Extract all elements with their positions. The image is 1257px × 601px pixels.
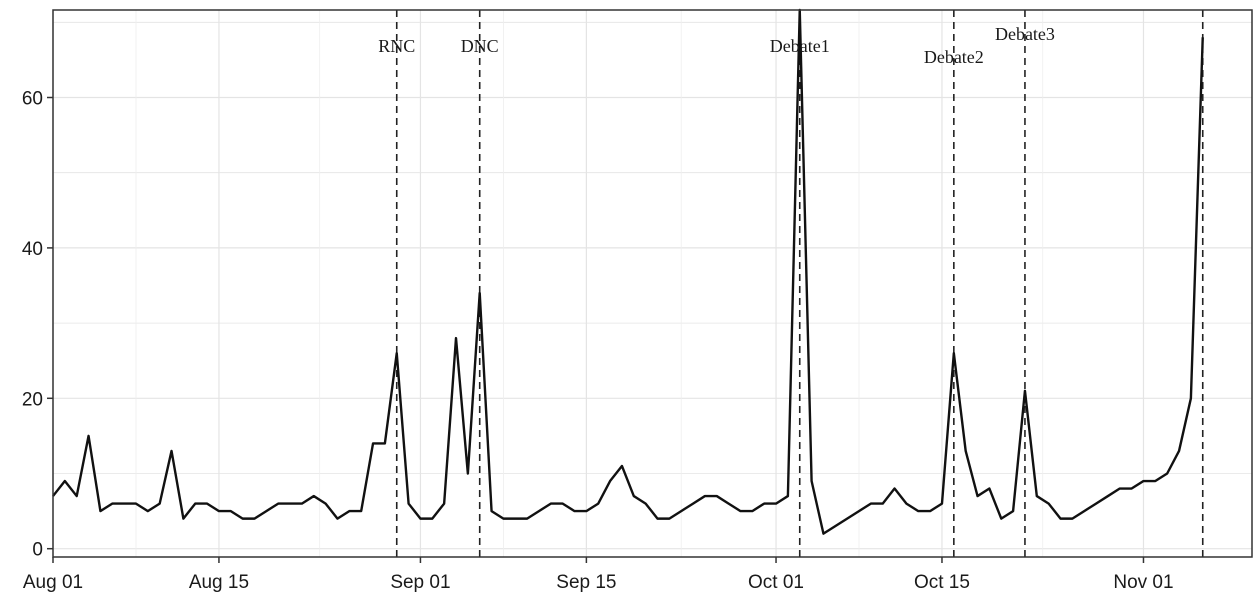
grid	[52, 10, 1252, 557]
event-label: Debate3	[995, 24, 1055, 44]
y-tick-label: 40	[22, 239, 43, 260]
x-tick-label: Aug 01	[23, 572, 83, 593]
x-tick-label: Sep 15	[556, 572, 616, 593]
axes: 0 20 40 60 Aug 01 Aug 15 Sep 01 Sep 15 Oct 01 Oct…	[22, 89, 1174, 594]
series-line	[52, 8, 1204, 535]
event-labels: RNC DNC Debate1 Debate2 Debate3	[378, 24, 1055, 67]
x-tick-label: Nov 01	[1113, 572, 1173, 593]
x-tick-label: Oct 01	[748, 572, 804, 593]
event-label: DNC	[461, 36, 499, 56]
x-tick-label: Aug 15	[189, 572, 249, 593]
plot-frame	[52, 9, 1253, 558]
event-label: Debate2	[924, 47, 984, 67]
y-tick-label: 0	[32, 540, 43, 561]
y-tick-label: 60	[22, 89, 43, 110]
x-tick-label: Oct 15	[914, 572, 970, 593]
event-label: RNC	[378, 36, 415, 56]
y-tick-label: 20	[22, 389, 43, 410]
x-tick-label: Sep 01	[390, 572, 450, 593]
event-label: Debate1	[770, 36, 830, 56]
event-lines	[395, 10, 1204, 557]
